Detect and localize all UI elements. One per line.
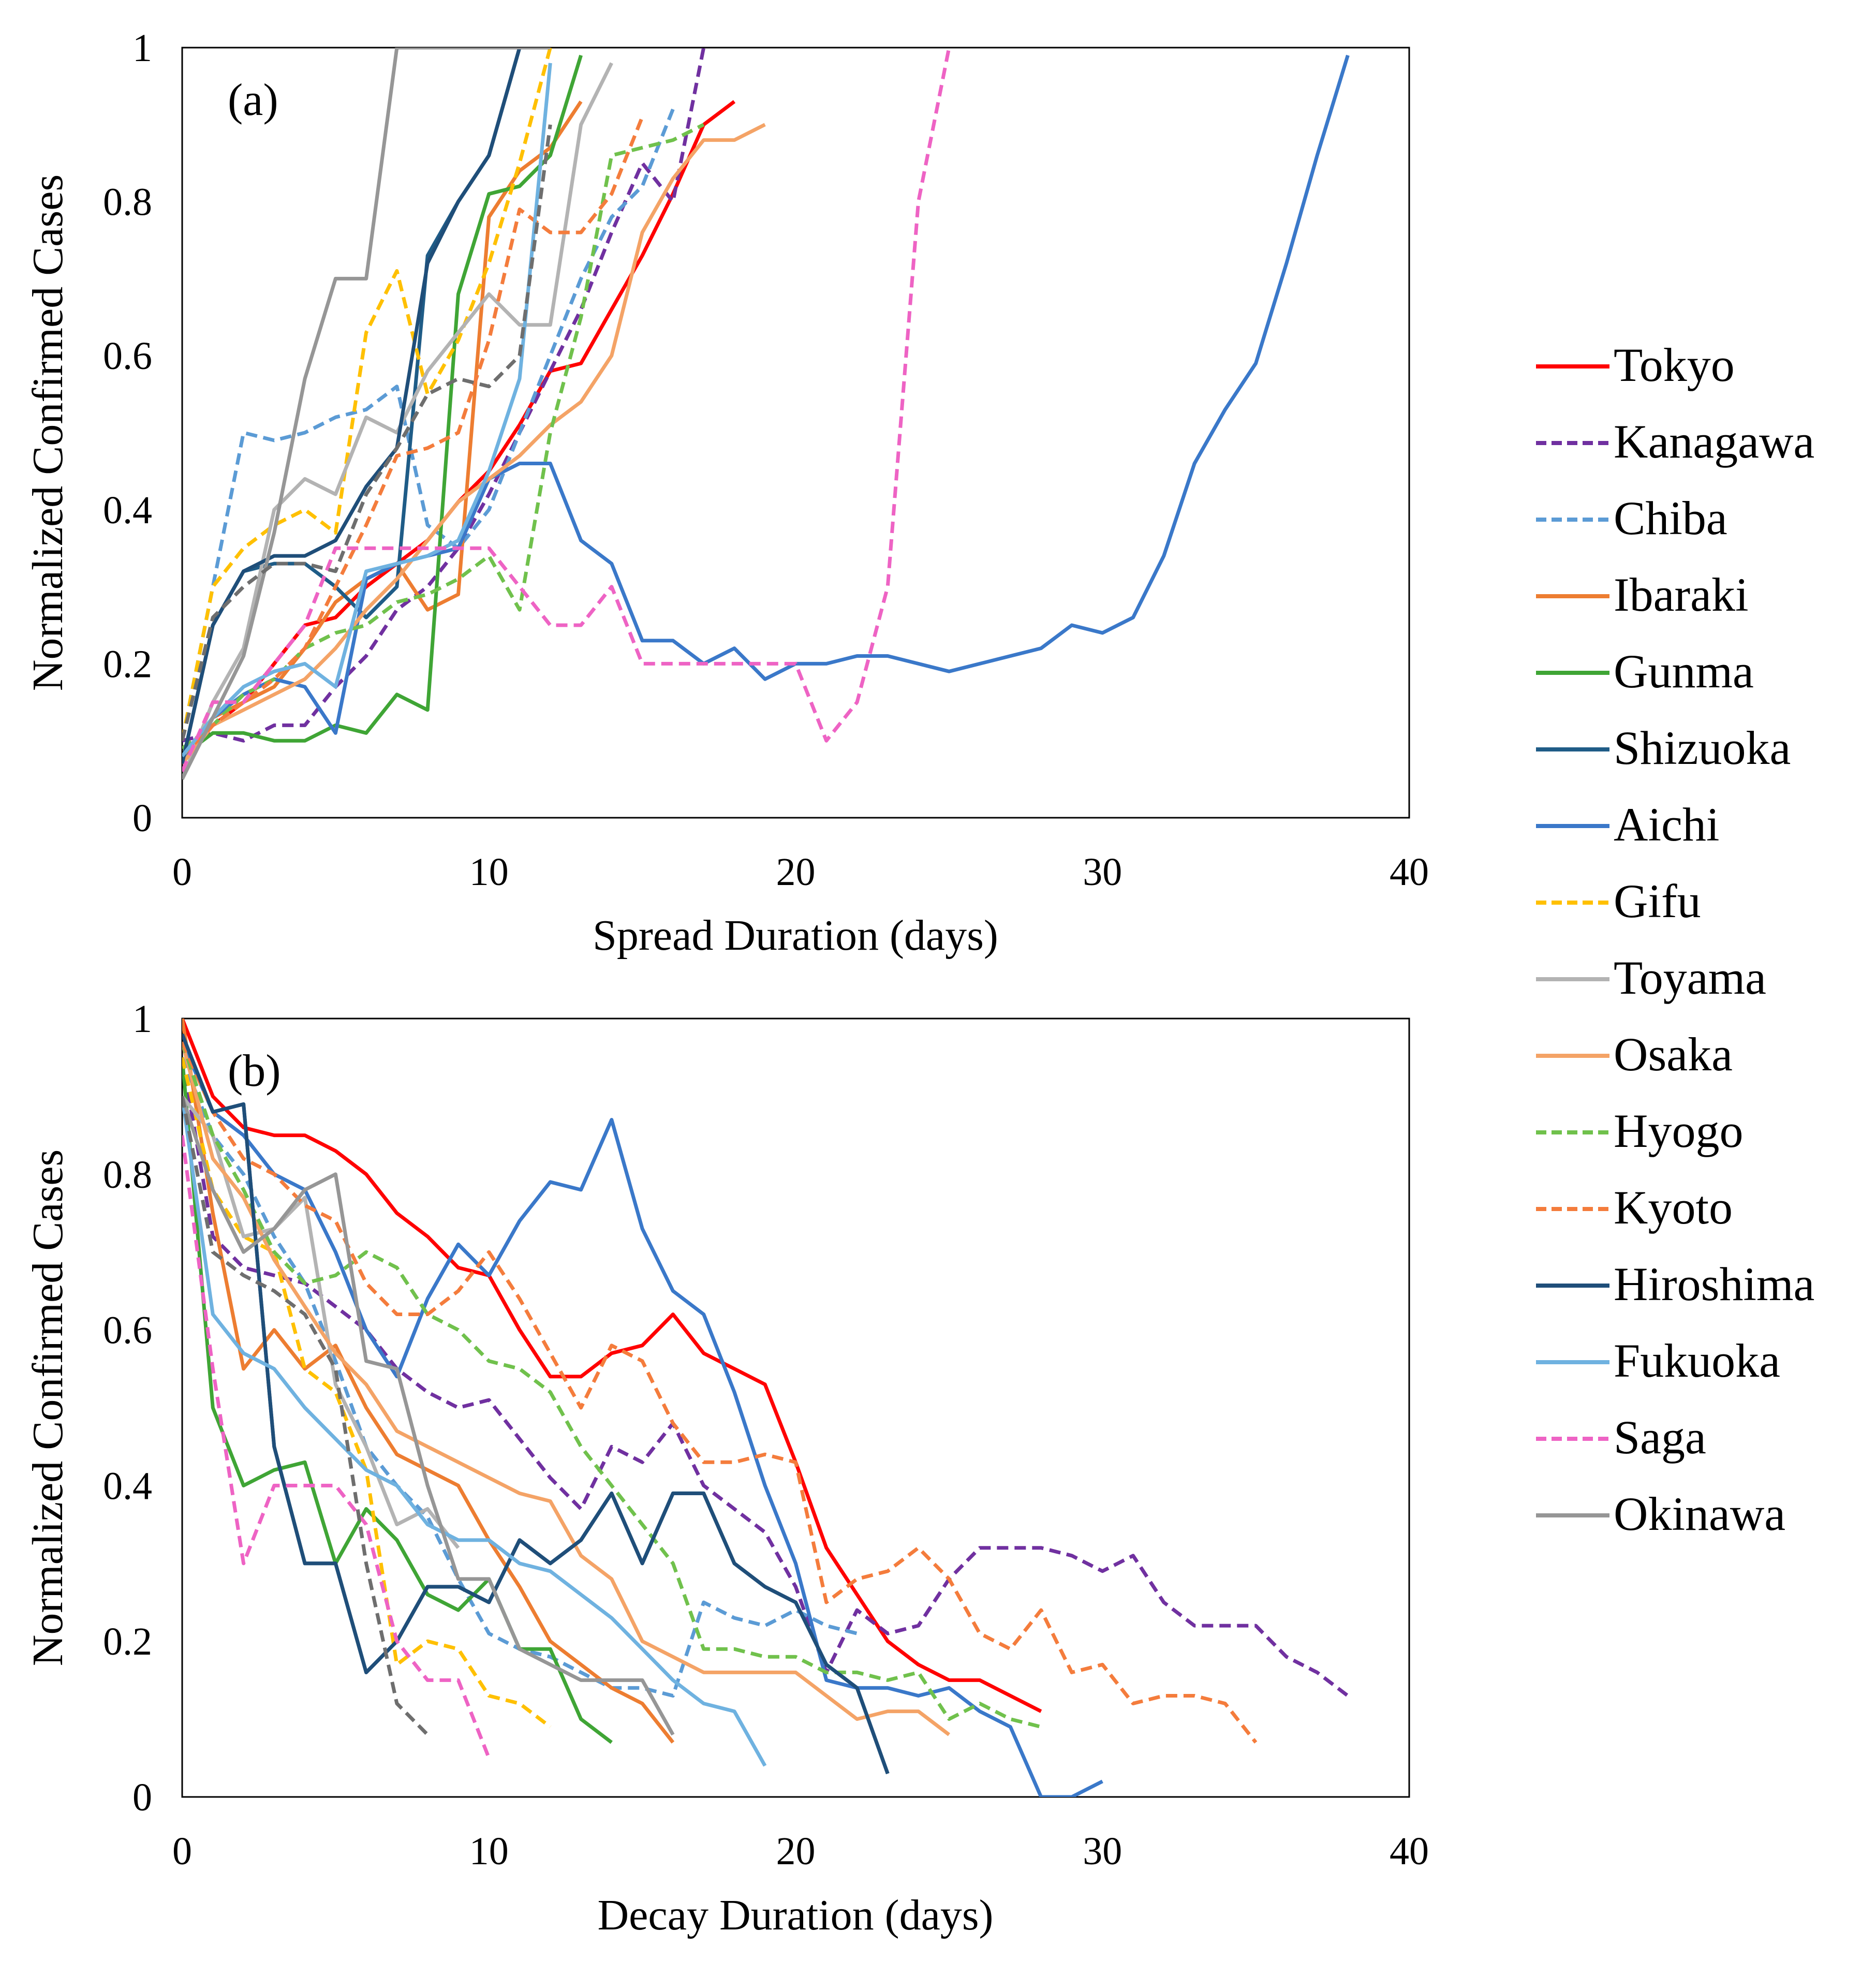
legend-item-okinawa: Okinawa bbox=[1536, 1487, 1785, 1540]
panel-b-series-kanagawa bbox=[182, 1057, 1349, 1698]
panel-a-x-axis-label: Spread Duration (days) bbox=[593, 911, 998, 960]
panel-b-series-aichi bbox=[182, 1041, 1103, 1797]
panel-a-y-tick-label: 0.2 bbox=[103, 642, 152, 686]
legend-label: Hiroshima bbox=[1614, 1258, 1814, 1310]
legend-item-hyogo: Hyogo bbox=[1536, 1104, 1743, 1157]
panel-a-y-tick-label: 0.6 bbox=[103, 334, 152, 378]
legend-label: Hyogo bbox=[1614, 1104, 1743, 1157]
legend-item-fukuoka: Fukuoka bbox=[1536, 1334, 1780, 1387]
legend-label: Kanagawa bbox=[1614, 415, 1814, 468]
panel-b-series-toyama bbox=[182, 1095, 460, 1549]
legend-item-osaka: Osaka bbox=[1536, 1028, 1733, 1081]
panel-b-series-hiroshima bbox=[182, 1033, 890, 1775]
panel-b-series-hyogo bbox=[182, 1041, 1042, 1729]
legend-item-hiroshima: Hiroshima bbox=[1536, 1258, 1814, 1310]
panel-b-y-tick-label: 0.4 bbox=[103, 1464, 152, 1508]
panel-b-series-tokyo bbox=[182, 1019, 1042, 1713]
panel-b-x-tick-label: 10 bbox=[469, 1830, 509, 1873]
panel-a-series-gunma bbox=[182, 54, 583, 758]
panel-a-x-tick-label: 40 bbox=[1390, 850, 1429, 894]
panel-b-label: (b) bbox=[228, 1046, 281, 1096]
legend-item-gunma: Gunma bbox=[1536, 645, 1754, 698]
legend-label: Gunma bbox=[1614, 645, 1754, 698]
panel-a-x-tick-label: 10 bbox=[469, 850, 509, 894]
panel-b-x-tick-label: 40 bbox=[1390, 1830, 1429, 1873]
panel-a-plot-area bbox=[181, 47, 1410, 819]
panel-b-series-fukuoka bbox=[182, 1096, 767, 1767]
panel-a-series-kanagawa bbox=[182, 48, 706, 743]
legend-label: Tokyo bbox=[1614, 338, 1735, 391]
panel-b-plot-area bbox=[181, 1018, 1410, 1798]
panel-b-series-osaka bbox=[182, 1041, 951, 1736]
panel-a-series-kyoto bbox=[182, 116, 644, 758]
panel-a-series-fukuoka bbox=[182, 63, 552, 758]
panel-a-x-tick-label: 30 bbox=[1083, 850, 1122, 894]
panel-b-y-tick-label: 0.2 bbox=[103, 1620, 152, 1663]
panel-a-y-tick-label: 1 bbox=[132, 26, 152, 70]
legend-label: Osaka bbox=[1614, 1028, 1733, 1081]
panel-b-x-tick-label: 20 bbox=[776, 1830, 816, 1873]
legend-label: Gifu bbox=[1614, 875, 1701, 927]
legend-item-aichi: Aichi bbox=[1536, 798, 1719, 851]
legend-item-tokyo: Tokyo bbox=[1536, 338, 1735, 391]
panel-a-y-tick-label: 0 bbox=[132, 797, 152, 840]
legend-label: Shizuoka bbox=[1614, 721, 1791, 774]
panel-a-series-gifu bbox=[182, 48, 552, 741]
panel-a-y-tick-label: 0.4 bbox=[103, 489, 152, 532]
panel-b-x-tick-labels: 0 10 20 30 40 bbox=[172, 1830, 1429, 1873]
panel-b-series-gunma bbox=[182, 1057, 613, 1744]
legend-item-saga: Saga bbox=[1536, 1411, 1706, 1464]
panel-b-y-tick-label: 0 bbox=[132, 1776, 152, 1819]
panel-a-series-group bbox=[182, 48, 1350, 780]
panel-b-y-tick-label: 1 bbox=[132, 997, 152, 1041]
legend-item-kyoto: Kyoto bbox=[1536, 1181, 1733, 1234]
panel-a-x-tick-labels: 0 10 20 30 40 bbox=[172, 850, 1429, 894]
panel-a-y-tick-label: 0.8 bbox=[103, 181, 152, 224]
panel-a-series-okinawa bbox=[182, 48, 551, 780]
panel-b-y-tick-label: 0.6 bbox=[103, 1309, 152, 1352]
legend-label: Saga bbox=[1614, 1411, 1706, 1464]
legend-item-gifu: Gifu bbox=[1536, 875, 1701, 927]
panel-b-y-axis-label: Normalized Confirmed Cases bbox=[24, 1149, 72, 1666]
panel-b-series-extra-gray-dashed bbox=[182, 1096, 429, 1736]
panel-a-x-tick-label: 20 bbox=[776, 850, 816, 894]
panel-b-y-tick-label: 0.8 bbox=[103, 1153, 152, 1197]
panel-a-series-hiroshima bbox=[182, 48, 522, 764]
legend-label: Aichi bbox=[1614, 798, 1719, 851]
panel-b-series-kyoto bbox=[182, 1041, 1258, 1744]
panel-b-series-gifu bbox=[182, 1057, 552, 1729]
legend-label: Ibaraki bbox=[1614, 568, 1749, 621]
panel-b-x-tick-label: 0 bbox=[172, 1830, 192, 1873]
legend-item-chiba: Chiba bbox=[1536, 492, 1727, 544]
legend-item-toyama: Toyama bbox=[1536, 951, 1766, 1004]
panel-a-x-tick-label: 0 bbox=[172, 850, 192, 894]
panel-a-series-extra-gray-dashed bbox=[182, 124, 552, 742]
panel-a-series-aichi bbox=[182, 54, 1350, 765]
legend-item-ibaraki: Ibaraki bbox=[1536, 568, 1749, 621]
panel-a-series-toyama bbox=[182, 62, 613, 780]
legend-label: Chiba bbox=[1614, 492, 1727, 544]
panel-b-x-axis-label: Decay Duration (days) bbox=[597, 1891, 993, 1939]
legend: Tokyo Kanagawa Chiba Ibaraki Gunma Shizuoka Ai… bbox=[1536, 338, 1814, 1540]
panel-a-y-axis-label: Normalized Confirmed Cases bbox=[24, 174, 72, 691]
legend-label: Toyama bbox=[1614, 951, 1766, 1004]
panel-a-y-tick-labels: 0 0.2 0.4 0.6 0.8 1 bbox=[103, 26, 152, 840]
panel-a-spread-chart: 0 0.2 0.4 0.6 0.8 1 0 10 20 30 40 (a) Spread Dura… bbox=[24, 26, 1429, 960]
legend-item-kanagawa: Kanagawa bbox=[1536, 415, 1814, 468]
panel-a-series-saga bbox=[182, 48, 951, 773]
panel-b-series-group bbox=[182, 1019, 1349, 1797]
panel-b-y-tick-labels: 0 0.2 0.4 0.6 0.8 1 bbox=[103, 997, 152, 1819]
panel-a-series-chiba bbox=[182, 108, 675, 741]
legend-label: Kyoto bbox=[1614, 1181, 1733, 1234]
panel-a-label: (a) bbox=[228, 75, 278, 125]
panel-b-x-tick-label: 30 bbox=[1083, 1830, 1122, 1873]
legend-label: Okinawa bbox=[1614, 1487, 1785, 1540]
legend-label: Fukuoka bbox=[1614, 1334, 1780, 1387]
panel-b-decay-chart: 0 0.2 0.4 0.6 0.8 1 0 10 20 30 40 (b) Decay Durat… bbox=[24, 997, 1429, 1939]
legend-item-shizuoka: Shizuoka bbox=[1536, 721, 1791, 774]
panel-b-series-okinawa bbox=[182, 1096, 675, 1736]
panel-a-series-osaka bbox=[182, 123, 766, 765]
